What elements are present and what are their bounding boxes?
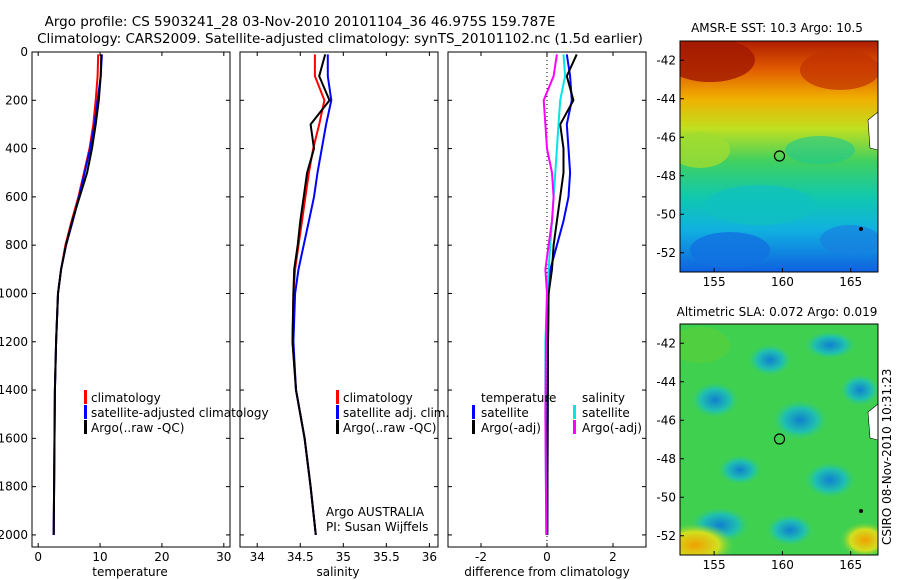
sla-map-title: Altimetric SLA: 0.072 Argo: 0.019: [677, 305, 878, 319]
x-tick-label: 10: [92, 550, 107, 564]
argo-float-marker: [773, 150, 786, 162]
legend-label-sal-argo: Argo(-adj): [582, 421, 642, 435]
legend-swatch-satellite: [336, 405, 339, 419]
legend-label-climatology: climatology: [343, 391, 413, 405]
y-tick-label: -46: [656, 413, 676, 427]
sla-map-image: [680, 324, 878, 555]
x-tick-label: 30: [216, 550, 231, 564]
legend-swatch-temp-argo: [472, 420, 475, 434]
x-tick-label: 165: [839, 558, 862, 572]
legend-swatch-argo: [336, 420, 339, 434]
legend-label-climatology: climatology: [91, 391, 161, 405]
y-tick-label: -50: [656, 490, 676, 504]
legend-label-temp-satellite: satellite: [481, 406, 529, 420]
series-line-argo-raw-qc-: [291, 54, 331, 536]
float-pi-label: PI: Susan Wijffels: [326, 520, 428, 534]
y-tick-label: -44: [656, 92, 676, 106]
y-tick-label: -48: [656, 452, 676, 466]
x-tick-label: 0: [543, 550, 551, 564]
sla-map-frame: [679, 323, 879, 556]
legend-label-temp-argo: Argo(-adj): [481, 421, 541, 435]
y-tick-label: 1400: [0, 383, 28, 397]
x-tick-label: 155: [703, 558, 726, 572]
temperature-axes: [31, 51, 231, 548]
x-tick-label: 160: [771, 275, 794, 289]
difference-plot: -2 0 2: [448, 51, 646, 564]
y-tick-label: -50: [656, 207, 676, 221]
legend-label-sal-satellite: satellite: [582, 406, 630, 420]
y-tick-label: -52: [656, 246, 676, 260]
legend-swatch-sal-satellite: [573, 405, 576, 419]
y-tick-label: 1200: [0, 335, 28, 349]
x-tick-label: 165: [839, 275, 862, 289]
series-line-salinity-argo-adj-: [542, 54, 558, 535]
x-tick-label: 20: [154, 550, 169, 564]
x-tick-label: 35.5: [373, 550, 400, 564]
x-tick-label: 2: [609, 550, 617, 564]
salinity-xlabel: salinity: [316, 565, 359, 579]
series-line-satellite-adj-clim-: [292, 54, 333, 536]
legend-swatch-sal-argo: [573, 420, 576, 434]
y-tick-label: 200: [5, 93, 28, 107]
temperature-xlabel: temperature: [92, 565, 167, 579]
y-tick-label: 1600: [0, 431, 28, 445]
sst-map-image: [680, 41, 878, 272]
legend-label-satellite: satellite-adjusted climatology: [91, 406, 269, 420]
figure-title-line2: Climatology: CARS2009. Satellite-adjuste…: [37, 31, 643, 47]
y-tick-label: -42: [656, 336, 676, 350]
sla-map-ticks: 155 160 165 -42 -44 -46 -48 -50 -52: [656, 336, 862, 572]
y-tick-label: 0: [20, 45, 28, 59]
x-tick-label: 34: [250, 550, 265, 564]
argo-float-marker: [773, 433, 786, 445]
x-tick-label: 155: [703, 275, 726, 289]
legend-label-satellite: satellite adj. clim.: [343, 406, 449, 420]
x-tick-label: 35: [336, 550, 351, 564]
legend-label-argo: Argo(..raw -QC): [91, 421, 184, 435]
temperature-plot: 0 200 400 600 800 1000 1200 1400 1600 1800 2000 0 10…: [0, 45, 231, 564]
legend-swatch-climatology: [84, 390, 87, 404]
series-line-climatology: [52, 54, 100, 535]
x-tick-label: 36: [422, 550, 437, 564]
legend-swatch-temp-satellite: [472, 405, 475, 419]
legend-swatch-satellite: [84, 405, 87, 419]
legend-swatch-climatology: [336, 390, 339, 404]
y-tick-label: -44: [656, 375, 676, 389]
legend-label-argo: Argo(..raw -QC): [343, 421, 436, 435]
x-tick-label: -2: [475, 550, 487, 564]
figure-title-line1: Argo profile: CS 5903241_28 03-Nov-2010 …: [45, 14, 556, 30]
salinity-plot: 34 34.5 35 35.5 36: [240, 51, 438, 564]
y-tick-label: 1000: [0, 286, 28, 300]
y-tick-label: 1800: [0, 480, 28, 494]
salinity-legend: climatology satellite adj. clim. Argo(..…: [326, 390, 449, 534]
series-line-argo-raw-qc-: [52, 54, 103, 535]
sst-map-frame: [679, 40, 879, 273]
difference-xlabel: difference from climatology: [464, 565, 630, 579]
x-tick-label: 34.5: [287, 550, 314, 564]
legend-swatch-argo: [84, 420, 87, 434]
salinity-axes: [239, 51, 439, 548]
series-line-temperature-argo-adj-: [546, 53, 578, 535]
legend-header-temperature: temperature: [481, 391, 556, 405]
x-tick-label: 160: [771, 558, 794, 572]
x-tick-label: 0: [34, 550, 42, 564]
sst-map-ticks: 155 160 165 -42 -44 -46 -48 -50 -52: [656, 53, 862, 289]
legend-header-salinity: salinity: [582, 391, 625, 405]
y-tick-label: 600: [5, 190, 28, 204]
y-tick-label: -46: [656, 130, 676, 144]
difference-legend: temperature satellite Argo(-adj) salinit…: [472, 391, 642, 435]
sst-map-title: AMSR-E SST: 10.3 Argo: 10.5: [691, 21, 863, 35]
temperature-legend: climatology satellite-adjusted climatolo…: [84, 390, 269, 435]
y-tick-label: 800: [5, 238, 28, 252]
y-tick-label: -52: [656, 529, 676, 543]
y-tick-label: -42: [656, 53, 676, 67]
y-tick-label: -48: [656, 169, 676, 183]
float-owner-label: Argo AUSTRALIA: [326, 505, 425, 519]
timestamp-stamp: CSIRO 08-Nov-2010 10:31:23: [880, 369, 894, 545]
y-tick-label: 2000: [0, 528, 28, 542]
y-tick-label: 400: [5, 142, 28, 156]
